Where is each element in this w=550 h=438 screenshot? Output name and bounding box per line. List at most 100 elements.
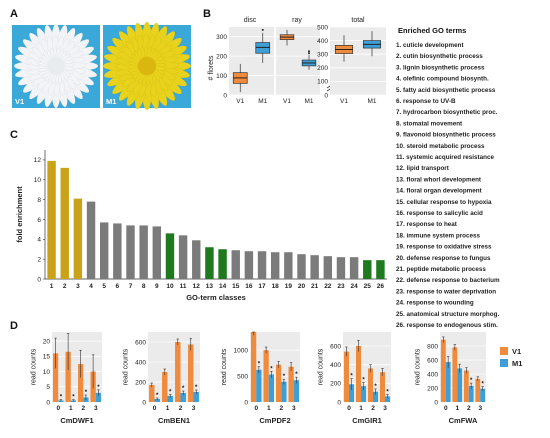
bar xyxy=(276,364,282,402)
bar xyxy=(178,235,188,279)
bar xyxy=(263,350,269,402)
ytick-label: 100 xyxy=(216,73,227,80)
panel-d-ylabel: read counts xyxy=(30,348,37,385)
bar xyxy=(73,198,83,279)
flower-center xyxy=(137,56,157,76)
bar xyxy=(126,225,135,279)
bar xyxy=(363,260,372,279)
xtick-label: M1 xyxy=(367,98,376,105)
ytick-label: 200 xyxy=(216,53,227,60)
ytick-label: 12 xyxy=(34,157,42,164)
bar xyxy=(175,342,181,402)
significance-star: * xyxy=(182,386,185,392)
ytick-label: 600 xyxy=(330,343,341,350)
xtick-label: 0 xyxy=(254,405,258,412)
xtick-label: 3 xyxy=(192,405,196,412)
significance-star: * xyxy=(470,378,473,384)
bar xyxy=(270,252,280,279)
photo-v1-flower xyxy=(13,23,99,109)
bar xyxy=(323,256,333,279)
bar xyxy=(373,391,379,402)
xtick-label: 2 xyxy=(371,405,375,412)
panel-d-ylabel: read counts xyxy=(415,348,422,385)
gene-title: CmPDF2 xyxy=(259,416,290,425)
facet-background xyxy=(330,27,386,95)
ytick-label: 600 xyxy=(135,339,146,346)
gene-title: CmGIR1 xyxy=(352,416,382,425)
panel-c-xlabel: GO-term classes xyxy=(186,293,246,302)
xtick-label: 22 xyxy=(324,283,332,290)
ytick-label: 0 xyxy=(142,399,146,406)
bar xyxy=(193,392,199,402)
go-term-item: 20. defense response to fungus xyxy=(396,255,491,262)
ytick-label: 200 xyxy=(135,379,146,386)
ytick-label: 0 xyxy=(223,92,227,99)
legend-label: M1 xyxy=(512,359,522,368)
bar xyxy=(99,222,109,279)
bar xyxy=(355,346,361,402)
xtick-label: 2 xyxy=(279,405,283,412)
legend-label: V1 xyxy=(512,347,521,356)
xtick-label: 10 xyxy=(166,283,174,290)
xtick-label: 17 xyxy=(258,283,266,290)
go-term-item: 5. fatty acid biosynthetic process xyxy=(396,87,496,94)
xtick-label: 1 xyxy=(69,405,73,412)
ytick-label: 0 xyxy=(434,399,438,406)
panel-d-ylabel: read counts xyxy=(318,348,325,385)
bar xyxy=(53,353,59,402)
panel-letter-b: B xyxy=(203,8,211,20)
bar xyxy=(445,362,451,402)
xtick-label: 14 xyxy=(219,283,227,290)
gene-title: CmBEN1 xyxy=(158,416,190,425)
bar xyxy=(256,369,262,402)
xtick-label: 23 xyxy=(337,283,345,290)
xtick-label: 7 xyxy=(129,283,133,290)
xtick-label: 2 xyxy=(63,283,67,290)
xtick-label: 26 xyxy=(377,283,385,290)
bar xyxy=(268,374,274,402)
go-terms-list: Enriched GO terms 1. cuticle development… xyxy=(396,26,500,329)
bar xyxy=(475,378,481,402)
significance-star: * xyxy=(97,385,100,391)
ytick-label: 0 xyxy=(337,399,341,406)
go-term-item: 21. peptide metabolic process xyxy=(396,266,486,273)
bar xyxy=(288,366,294,402)
xtick-label: 12 xyxy=(193,283,201,290)
bar xyxy=(65,351,71,402)
bar xyxy=(349,384,355,402)
box-outlier xyxy=(308,50,310,53)
xtick-label: 0 xyxy=(444,405,448,412)
bar xyxy=(192,240,201,279)
ytick-label: 0 xyxy=(324,92,328,99)
box-outlier xyxy=(308,52,310,55)
bar xyxy=(379,372,385,402)
xtick-label: V1 xyxy=(236,98,244,105)
xtick-label: 3 xyxy=(76,283,80,290)
ytick-label: 400 xyxy=(330,362,341,369)
bar xyxy=(284,252,293,279)
xtick-label: M1 xyxy=(304,98,313,105)
xtick-label: 1 xyxy=(359,405,363,412)
bar xyxy=(47,160,56,279)
bar xyxy=(297,254,306,279)
bar xyxy=(60,167,69,279)
xtick-label: 21 xyxy=(311,283,319,290)
xtick-label: 4 xyxy=(89,283,93,290)
ytick-label: 400 xyxy=(317,38,328,45)
bar xyxy=(336,257,346,279)
go-term-item: 24. response to wounding xyxy=(396,300,474,307)
ytick-label: 5 xyxy=(46,384,50,391)
go-term-item: 13. floral whorl development xyxy=(396,176,482,183)
panel-b-boxplots: # florets disc ray total 0 100 200 300 V1 M1 V… xyxy=(208,17,386,105)
xtick-label: 20 xyxy=(298,283,306,290)
ytick-label: 800 xyxy=(427,343,438,350)
go-term-item: 26. response to endogenous stim. xyxy=(396,322,498,329)
panel-a-photos: V1 M1 xyxy=(12,21,192,111)
bar xyxy=(293,380,299,402)
ytick-label: 500 xyxy=(317,24,328,31)
xtick-label: 16 xyxy=(245,283,253,290)
ytick-label: 100 xyxy=(317,79,328,86)
significance-star: * xyxy=(374,384,377,390)
xtick-label: 1 xyxy=(267,405,271,412)
